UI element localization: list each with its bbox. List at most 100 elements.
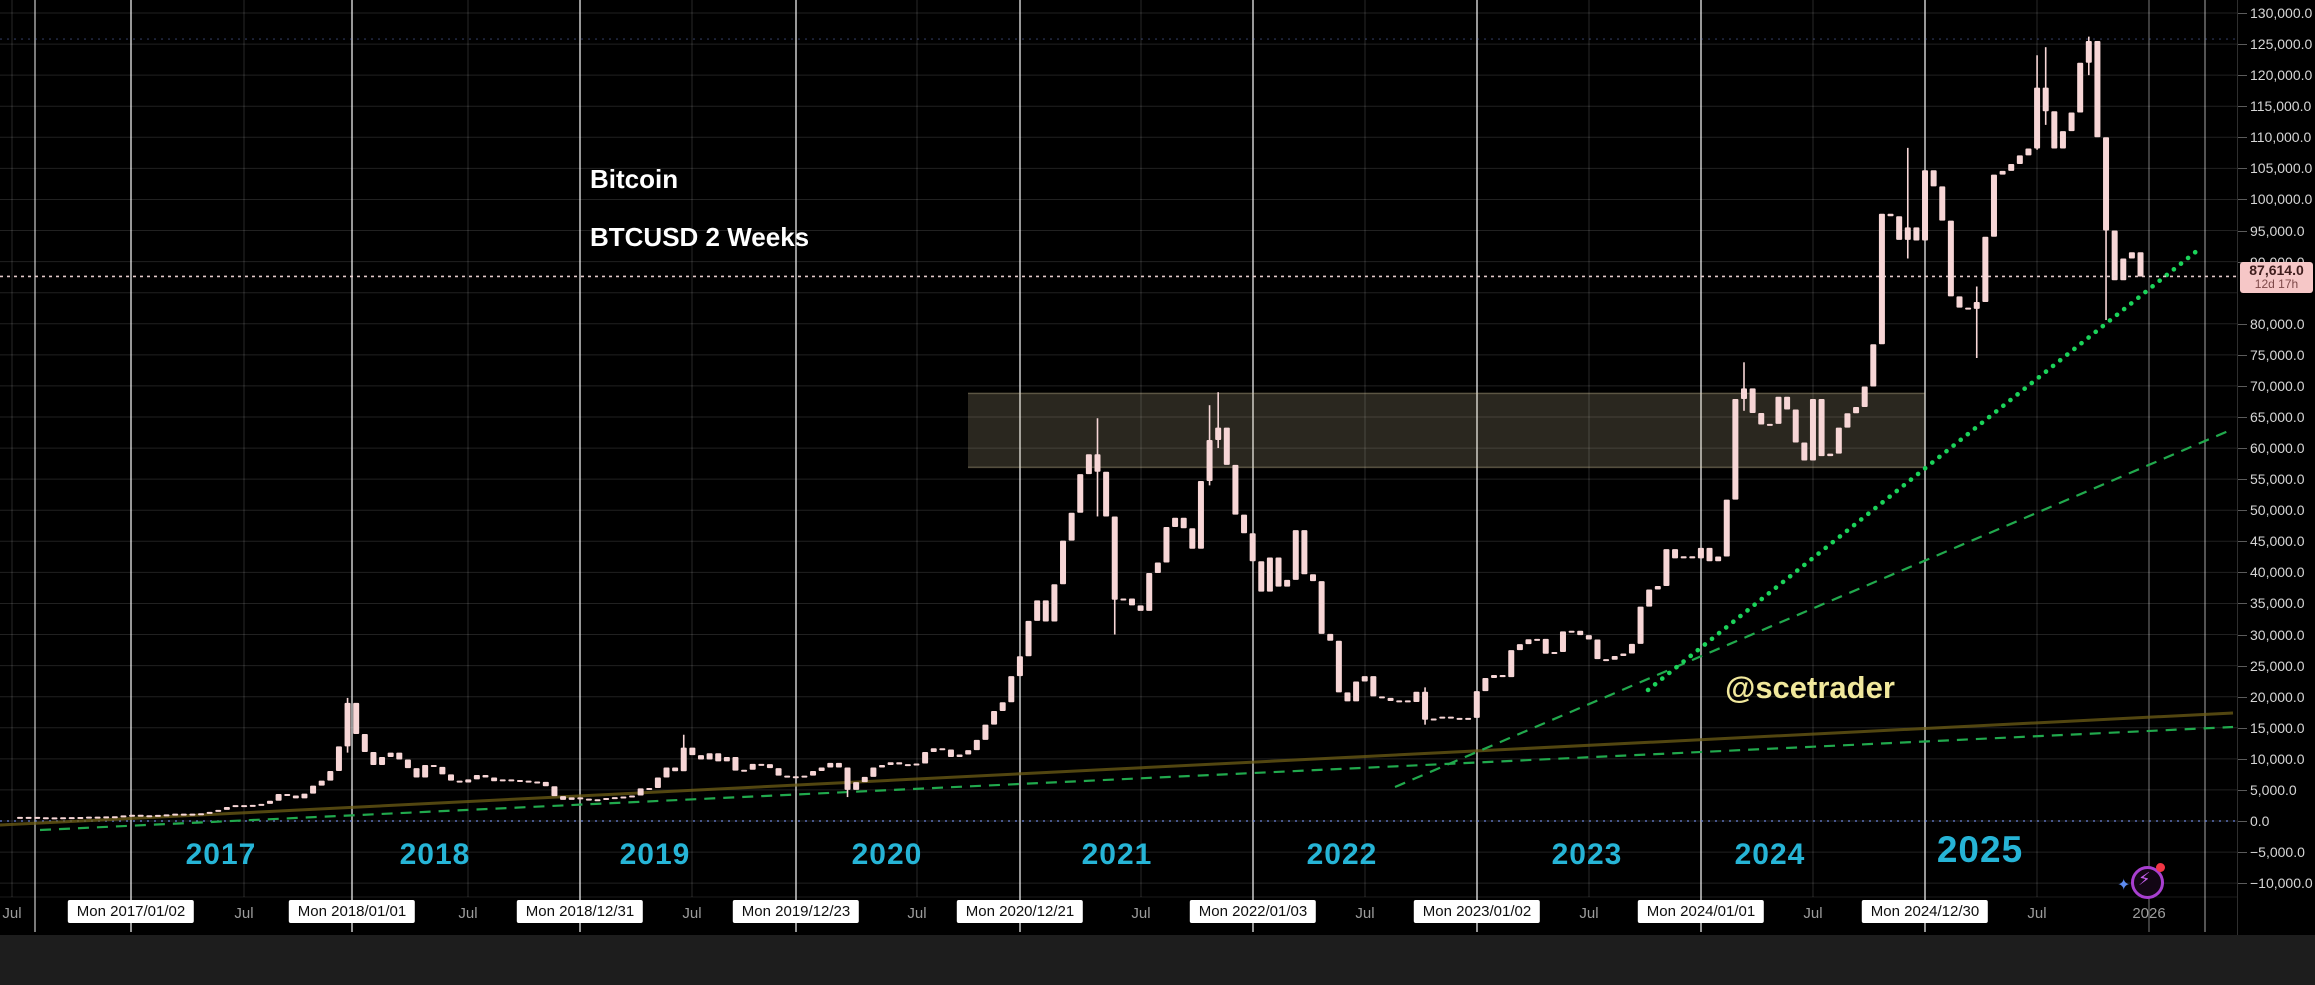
candle-bar bbox=[1611, 655, 1618, 660]
price-axis-label: 110,000.0 bbox=[2250, 129, 2312, 146]
candle-bar bbox=[1594, 639, 1601, 660]
price-axis[interactable]: 130,000.0 125,000.0 120,000.0 115,000.0 110,… bbox=[2237, 0, 2315, 935]
candle-bar bbox=[1999, 170, 2006, 175]
candle-bar bbox=[1275, 557, 1282, 587]
candle-bar bbox=[741, 769, 748, 772]
price-axis-tick bbox=[2238, 106, 2247, 108]
candle-bar bbox=[1146, 573, 1153, 611]
chart-canvas[interactable]: 2017 2018 2019 2020 2021 2022 2023 2024 2025 Bit… bbox=[0, 0, 2237, 935]
candle-bar bbox=[1930, 170, 1937, 187]
candle-bar bbox=[646, 788, 653, 791]
candle-bar bbox=[749, 763, 756, 770]
candle-bar bbox=[379, 756, 386, 766]
green-dotted-steep bbox=[1645, 247, 2201, 693]
candle-bar bbox=[1361, 676, 1368, 682]
year-label: 2025 bbox=[1936, 829, 2024, 870]
candle-bar bbox=[1628, 643, 1635, 654]
candle-bar bbox=[861, 776, 868, 783]
candle-bar bbox=[465, 779, 472, 783]
candle-bar bbox=[2120, 258, 2127, 281]
candle-bar bbox=[1344, 692, 1351, 702]
candle-bar bbox=[1568, 630, 1575, 633]
candle-bar bbox=[215, 809, 222, 812]
price-axis-tick bbox=[2238, 479, 2247, 481]
candle-bar bbox=[1525, 639, 1532, 645]
candle-bar bbox=[1939, 186, 1946, 221]
candle-bar bbox=[956, 754, 963, 757]
candle-bar bbox=[387, 752, 394, 757]
chart-symbol-timeframe: BTCUSD 2 Weeks bbox=[590, 222, 810, 252]
candle-bar bbox=[508, 779, 515, 782]
candle-bar bbox=[1818, 398, 1825, 457]
candle-bar bbox=[672, 767, 679, 772]
candle-bar bbox=[2094, 40, 2101, 138]
candle-bar bbox=[94, 816, 101, 819]
candle-bar bbox=[1180, 517, 1187, 529]
candle-bar bbox=[896, 762, 903, 765]
candle-bar bbox=[887, 762, 894, 766]
footer-bar: TradingView bbox=[0, 935, 2315, 985]
price-axis-tick bbox=[2238, 634, 2247, 636]
price-axis-label: 10,000.0 bbox=[2250, 750, 2305, 767]
time-axis-label: Jul bbox=[2027, 905, 2047, 922]
candle-bar bbox=[430, 765, 437, 768]
price-axis-tick bbox=[2238, 137, 2247, 139]
candle-bar bbox=[1715, 556, 1722, 562]
candle-bar bbox=[551, 786, 558, 797]
candle-bar bbox=[577, 797, 584, 800]
candle-bar bbox=[2008, 164, 2015, 171]
candle-bar bbox=[1215, 427, 1222, 440]
time-axis-label: Mon 2024/12/30 bbox=[1861, 900, 1989, 923]
candle-bar bbox=[827, 762, 834, 768]
time-axis-label: Mon 2018/12/31 bbox=[516, 900, 644, 923]
candle-bar bbox=[1827, 453, 1834, 457]
candle-bar bbox=[1430, 718, 1437, 721]
candle-bar bbox=[275, 793, 282, 801]
candle-bar bbox=[1137, 605, 1144, 611]
candle-bar bbox=[361, 733, 368, 753]
price-axis-tick bbox=[2238, 417, 2247, 418]
candle-bar bbox=[232, 805, 239, 808]
price-axis-tick bbox=[2238, 789, 2247, 791]
candle-bar bbox=[1060, 540, 1067, 585]
replay-flash-icon[interactable]: ⚡ ✦ bbox=[2116, 860, 2172, 906]
candle-bar bbox=[17, 816, 23, 819]
price-axis-label: 125,000.0 bbox=[2250, 36, 2313, 53]
price-axis-label: 25,000.0 bbox=[2250, 657, 2305, 674]
candle-bar bbox=[697, 755, 704, 760]
candle-bar bbox=[1258, 561, 1265, 592]
price-axis-tick bbox=[2238, 199, 2247, 201]
candle-bar bbox=[1206, 439, 1213, 482]
candle-bar bbox=[1965, 307, 1972, 310]
candle-bar bbox=[715, 753, 722, 762]
price-axis-label: 60,000.0 bbox=[2250, 440, 2305, 457]
candle-bar bbox=[129, 814, 136, 817]
candle-bar bbox=[1292, 530, 1299, 580]
candle-bar bbox=[1025, 620, 1032, 657]
price-axis-label: 15,000.0 bbox=[2250, 719, 2305, 736]
candle-bar bbox=[1654, 586, 1661, 590]
candle-bar bbox=[1577, 630, 1584, 636]
price-axis-tick bbox=[2238, 323, 2247, 325]
price-axis-label: 115,000.0 bbox=[2250, 98, 2312, 115]
time-axis-label: Mon 2019/12/23 bbox=[732, 900, 860, 923]
price-axis-label: 130,000.0 bbox=[2250, 5, 2313, 21]
candle-bar bbox=[2025, 148, 2032, 156]
candle-bar bbox=[1766, 423, 1773, 426]
candle-bar bbox=[1542, 638, 1549, 654]
candle-bar bbox=[2077, 62, 2084, 113]
time-axis-label: Mon 2023/01/02 bbox=[1413, 900, 1541, 923]
candle-bar bbox=[1068, 512, 1075, 541]
candle-bar bbox=[1241, 514, 1248, 534]
candle-bar bbox=[1396, 700, 1403, 703]
candle-bar bbox=[939, 748, 946, 751]
time-axis-label: Mon 2018/01/01 bbox=[288, 900, 416, 923]
candle-bar bbox=[103, 816, 110, 819]
candle-bar bbox=[60, 817, 67, 820]
price-axis-tick bbox=[2238, 354, 2247, 356]
candle-bar bbox=[1008, 676, 1015, 703]
year-label: 2021 bbox=[1081, 838, 1153, 871]
candle-bar bbox=[1284, 579, 1291, 587]
candle-bar bbox=[154, 814, 161, 817]
